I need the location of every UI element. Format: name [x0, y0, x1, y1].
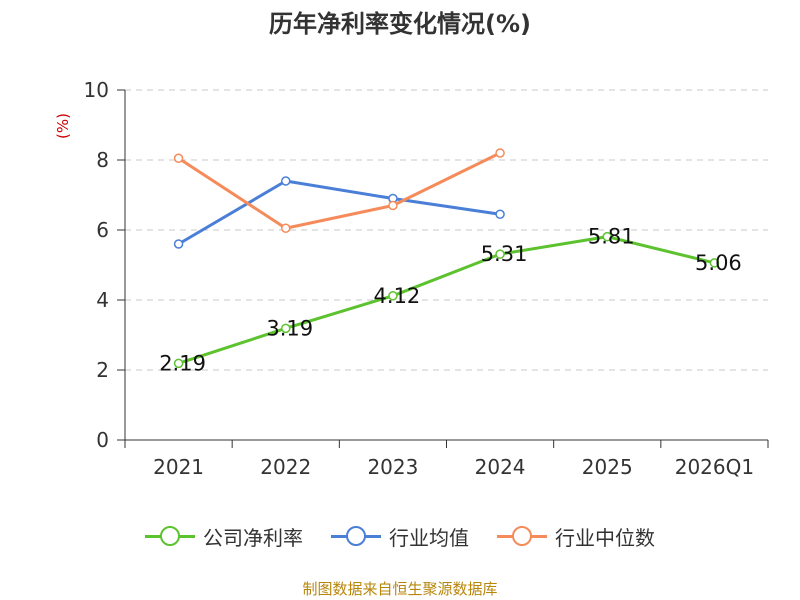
- legend: 公司净利率 行业均值 行业中位数: [0, 518, 800, 554]
- y-tick-label: 10: [84, 78, 109, 102]
- data-point: [281, 176, 291, 186]
- source-note: 制图数据来自恒生聚源数据库: [302, 580, 498, 598]
- data-point: [281, 323, 291, 334]
- y-tick-label: 4: [96, 288, 109, 312]
- data-point: [602, 231, 612, 242]
- x-tick-label: 2023: [367, 455, 418, 479]
- x-tick-label: 2021: [153, 455, 204, 479]
- data-point: [281, 223, 291, 233]
- data-point: [495, 249, 505, 259]
- series-line: [178, 235, 715, 365]
- data-point: [388, 200, 398, 211]
- legend-marker: [145, 525, 195, 547]
- legend-label: 行业均值: [389, 525, 469, 550]
- data-point: [173, 153, 184, 163]
- legend-item: 公司净利率: [145, 522, 303, 551]
- data-point: [495, 148, 505, 158]
- y-tick-label: 2: [96, 358, 109, 382]
- y-tick-label: 6: [96, 218, 109, 242]
- y-tick-label: 0: [96, 428, 109, 452]
- data-point: [495, 209, 505, 219]
- axes: 0 2 4 6 8 10 2021 2022 2023 2024 2025 2026Q1 (%): [54, 78, 769, 479]
- data-point: [388, 291, 398, 301]
- y-axis-label: (%): [54, 113, 72, 139]
- series-line: [177, 151, 501, 230]
- legend-circle-icon: [512, 526, 532, 546]
- legend-marker: [331, 525, 381, 547]
- legend-item: 行业均值: [331, 522, 469, 551]
- legend-label: 公司净利率: [203, 525, 303, 550]
- data-point: [173, 358, 184, 369]
- series-lines: [173, 148, 720, 369]
- data-label: 3.19: [266, 316, 313, 340]
- data-label: 4.12: [374, 284, 421, 308]
- legend-marker: [497, 525, 547, 547]
- chart-title: 历年净利率变化情况(%): [269, 10, 531, 38]
- legend-circle-icon: [346, 526, 366, 546]
- data-label: 5.31: [481, 242, 528, 266]
- x-tick-label: 2022: [260, 455, 311, 479]
- y-tick-label: 8: [96, 148, 109, 172]
- data-label: 5.81: [588, 225, 635, 249]
- x-tick-label: 2025: [582, 455, 633, 479]
- series-line: [177, 179, 501, 246]
- data-point: [709, 258, 720, 268]
- legend-label: 行业中位数: [555, 525, 655, 550]
- legend-item: 行业中位数: [497, 522, 655, 551]
- data-label: 5.06: [695, 251, 742, 275]
- x-tick-label: 2026Q1: [675, 455, 754, 479]
- data-labels: 2.19 3.19 4.12 5.31 5.81 5.06: [159, 225, 742, 376]
- legend-circle-icon: [160, 526, 180, 546]
- data-label: 2.19: [159, 351, 206, 375]
- data-point: [173, 239, 184, 249]
- grid-lines: [125, 89, 768, 371]
- x-tick-label: 2024: [475, 455, 526, 479]
